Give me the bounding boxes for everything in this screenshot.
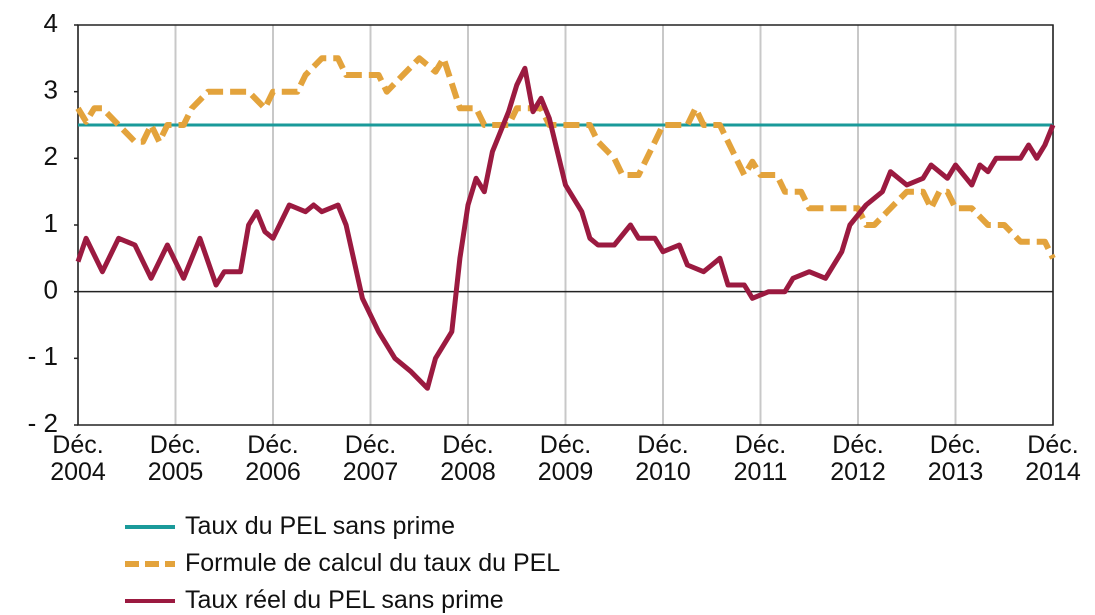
y-tick-label: 1: [44, 208, 58, 238]
legend-label: Taux du PEL sans prime: [185, 512, 456, 540]
y-tick-label: - 1: [28, 341, 58, 371]
x-tick-label: Déc. 2012: [830, 431, 886, 486]
x-tick-label: Déc. 2013: [927, 431, 984, 486]
x-tick-label: Déc. 2008: [440, 431, 496, 486]
series-line: [75, 55, 1056, 260]
legend-label: Formule de calcul du taux du PEL: [185, 549, 561, 577]
series-line: [75, 65, 1056, 391]
legend-label: Taux réel du PEL sans prime: [185, 586, 504, 614]
y-tick-label: 4: [44, 8, 58, 38]
x-tick-label: Déc. 2014: [1025, 431, 1081, 486]
x-tick-label: Déc. 2011: [733, 431, 788, 486]
x-tick-label: Déc. 2004: [50, 431, 106, 486]
x-tick-label: Déc. 2010: [635, 431, 691, 486]
y-tick-label: 3: [44, 75, 58, 105]
plot-frame: [77, 24, 1054, 426]
x-tick-label: Déc. 2006: [245, 431, 301, 486]
x-tick-label: Déc. 2009: [537, 431, 594, 486]
x-tick-label: Déc. 2005: [147, 431, 204, 486]
y-tick-label: 0: [44, 275, 58, 305]
x-tick-label: Déc. 2007: [342, 431, 399, 486]
y-tick-label: 2: [44, 141, 58, 171]
y-tick-label: - 2: [28, 408, 58, 438]
